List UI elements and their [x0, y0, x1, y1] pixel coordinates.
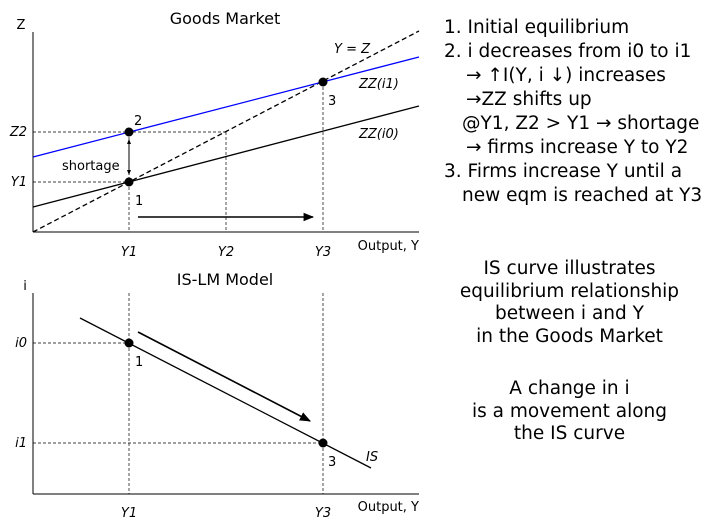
note-line-6: → firms increase Y to Y2 — [466, 137, 689, 158]
movement-caption: A change in i is a movement along the IS… — [432, 378, 707, 446]
bottom-y-axis-label: i — [23, 279, 27, 294]
note-line-7: 3. Firms increase Y until a — [444, 161, 683, 182]
top-y-tick-y1: Y1 — [11, 175, 27, 190]
top-y-tick-z2: Z2 — [9, 125, 27, 140]
top-point-3 — [318, 77, 328, 87]
bottom-y-tick-i1: i1 — [15, 436, 27, 451]
bottom-x-tick-y3: Y3 — [315, 506, 331, 521]
islm-panel: IS-LM Model i Output, Y 1 3 IS Y1 Y3 i0 … — [15, 270, 419, 521]
top-x-tick-y3: Y3 — [315, 245, 331, 260]
top-x-tick-y1: Y1 — [121, 245, 137, 260]
zz-i0-line — [32, 105, 420, 208]
bottom-point-1 — [124, 338, 134, 348]
top-point-2 — [124, 127, 134, 137]
steps-notes: 1. Initial equilibrium 2. i decreases fr… — [444, 16, 719, 208]
note-line-3: → ↑I(Y, i ↓) increases — [466, 65, 666, 86]
top-point-2-label: 2 — [134, 114, 142, 129]
is-curve-label: IS — [366, 450, 378, 465]
bottom-x-axis-label: Output, Y — [358, 500, 419, 515]
top-x-tick-y2: Y2 — [218, 245, 234, 260]
zz-i1-label: ZZ(i1) — [358, 77, 399, 92]
movement-caption-line-1: A change in i — [509, 378, 630, 399]
note-line-2: 2. i decreases from i0 to i1 — [444, 41, 692, 62]
is-curve — [79, 317, 372, 469]
is-curve-caption: IS curve illustrates equilibrium relatio… — [432, 258, 707, 348]
is-caption-line-2: equilibrium relationship — [459, 280, 680, 302]
movement-along-is-arrow — [137, 331, 311, 422]
y-equals-z-line — [32, 30, 420, 233]
goods-market-title: Goods Market — [170, 9, 281, 28]
top-point-1-label: 1 — [135, 194, 143, 209]
shortage-label: shortage — [62, 159, 120, 174]
bottom-point-3 — [318, 438, 328, 448]
top-y-axis-label: Z — [17, 18, 26, 33]
top-point-1 — [124, 177, 134, 187]
note-line-5: @Y1, Z2 > Y1 → shortage — [462, 113, 700, 134]
movement-caption-line-3: the IS curve — [513, 423, 626, 444]
is-caption-line-4: in the Goods Market — [476, 325, 663, 347]
bottom-point-3-label: 3 — [328, 455, 336, 470]
zz-i0-label: ZZ(i0) — [358, 127, 399, 142]
note-line-8: new eqm is reached at Y3 — [462, 185, 703, 206]
note-line-1: 1. Initial equilibrium — [444, 17, 630, 38]
top-x-axis-label: Output, Y — [358, 239, 419, 254]
is-caption-line-1: IS curve illustrates — [483, 258, 656, 279]
is-caption-line-3: between i and Y — [495, 303, 644, 324]
goods-market-panel: Goods Market Z Output, Y Y = Z ZZ(i1) ZZ… — [9, 9, 420, 260]
zz-i1-line — [32, 56, 420, 158]
bottom-x-tick-y1: Y1 — [121, 506, 137, 521]
bottom-point-1-label: 1 — [135, 355, 143, 370]
y-equals-z-label: Y = Z — [334, 42, 371, 57]
top-point-3-label: 3 — [328, 94, 336, 109]
note-line-4: →ZZ shifts up — [466, 89, 592, 110]
bottom-y-tick-i0: i0 — [15, 336, 27, 351]
islm-title: IS-LM Model — [177, 270, 274, 289]
movement-caption-line-2: is a movement along — [471, 400, 668, 422]
